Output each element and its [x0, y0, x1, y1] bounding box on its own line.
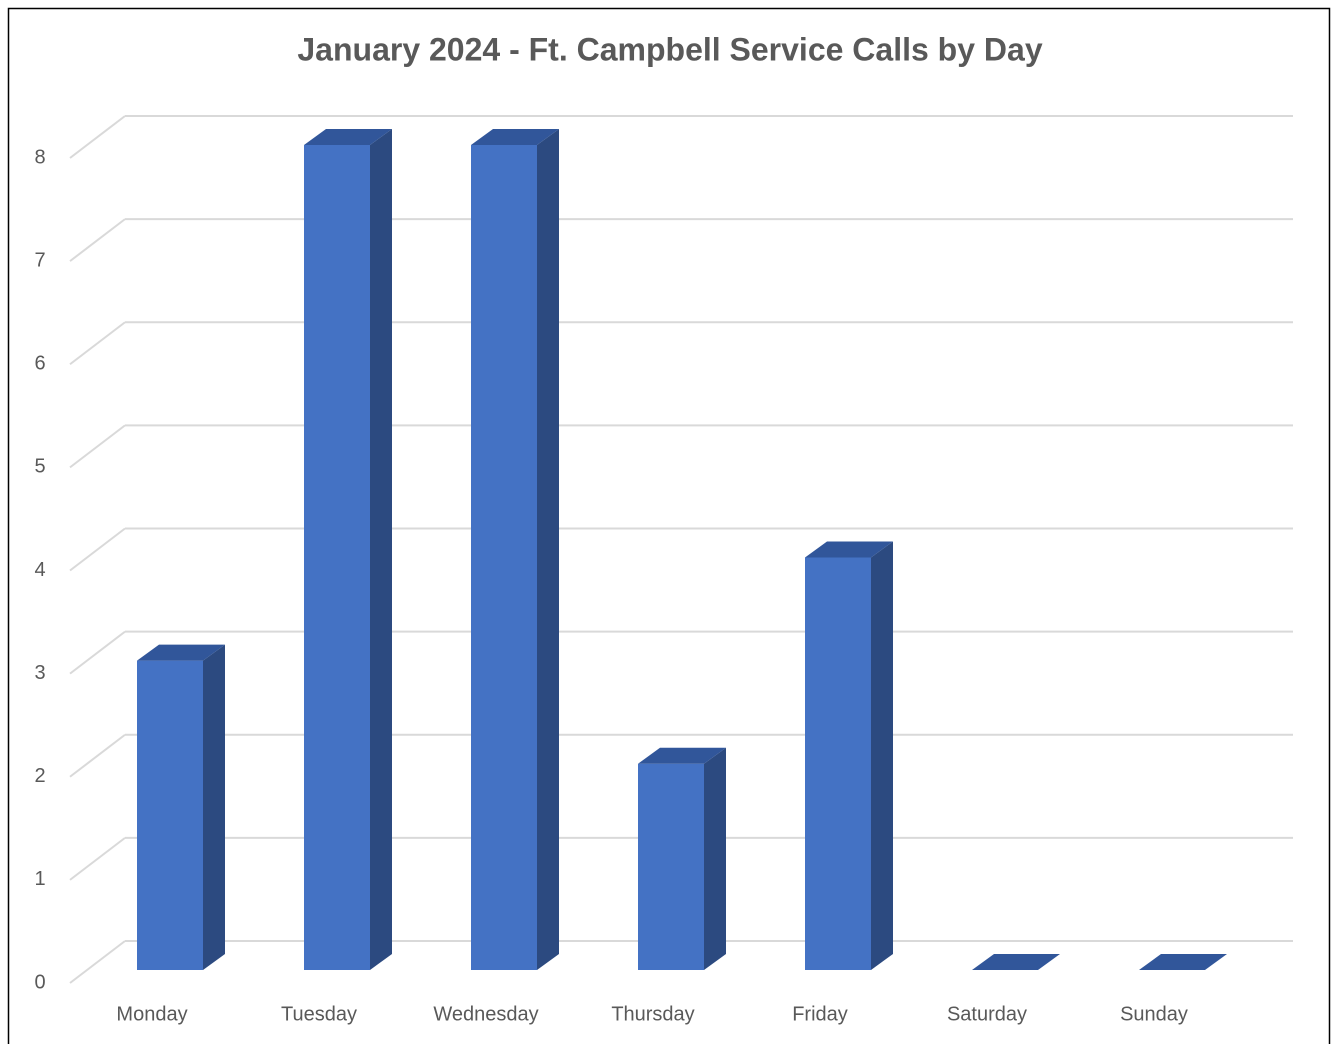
x-tick-label: Friday	[792, 1003, 848, 1025]
bar-front	[638, 763, 704, 970]
y-tick-label: 3	[34, 662, 45, 684]
x-tick-label: Sunday	[1120, 1003, 1188, 1025]
x-tick-label: Thursday	[611, 1003, 694, 1025]
bar-front	[471, 145, 537, 970]
bar-side	[203, 644, 225, 970]
y-tick-label: 0	[34, 971, 45, 993]
bar	[304, 129, 392, 970]
y-tick-label: 4	[34, 559, 45, 581]
bar-top	[304, 129, 392, 145]
bar	[471, 129, 559, 970]
chart-title: January 2024 - Ft. Campbell Service Call…	[297, 31, 1042, 67]
bar-side	[370, 129, 392, 970]
y-tick-label: 5	[34, 456, 45, 478]
y-tick-label: 7	[34, 249, 45, 271]
bar-top	[471, 129, 559, 145]
bar	[638, 747, 726, 970]
bar-front	[304, 145, 370, 970]
bar-side	[704, 747, 726, 970]
bar-side	[537, 129, 559, 970]
bar-top	[972, 954, 1060, 970]
bar-top	[1139, 954, 1227, 970]
y-tick-label: 6	[34, 353, 45, 375]
grid-line-floor	[69, 630, 126, 675]
bar	[137, 644, 225, 970]
grid-line-floor	[69, 940, 126, 984]
bar-front	[805, 557, 871, 970]
bar-top	[805, 541, 893, 558]
bar	[1139, 954, 1227, 970]
y-tick-label: 2	[34, 765, 45, 787]
bar-top	[137, 644, 225, 661]
grid-line-floor	[69, 115, 126, 159]
x-tick-label: Tuesday	[281, 1003, 357, 1025]
bar-front	[137, 660, 203, 970]
x-tick-label: Monday	[116, 1003, 187, 1025]
grid-line-floor	[69, 733, 126, 778]
bar-side	[871, 541, 893, 970]
x-tick-label: Saturday	[947, 1003, 1027, 1025]
bar	[972, 954, 1060, 970]
grid-line-floor	[69, 527, 126, 572]
grid-line-floor	[69, 837, 126, 881]
grid-line-floor	[69, 321, 126, 366]
y-tick-label: 1	[34, 868, 45, 890]
bar-top	[638, 747, 726, 764]
grid-line-floor	[69, 424, 126, 469]
grid-line-floor	[69, 218, 126, 262]
y-tick-label: 8	[34, 146, 45, 168]
bar	[805, 541, 893, 970]
x-tick-label: Wednesday	[433, 1003, 538, 1025]
